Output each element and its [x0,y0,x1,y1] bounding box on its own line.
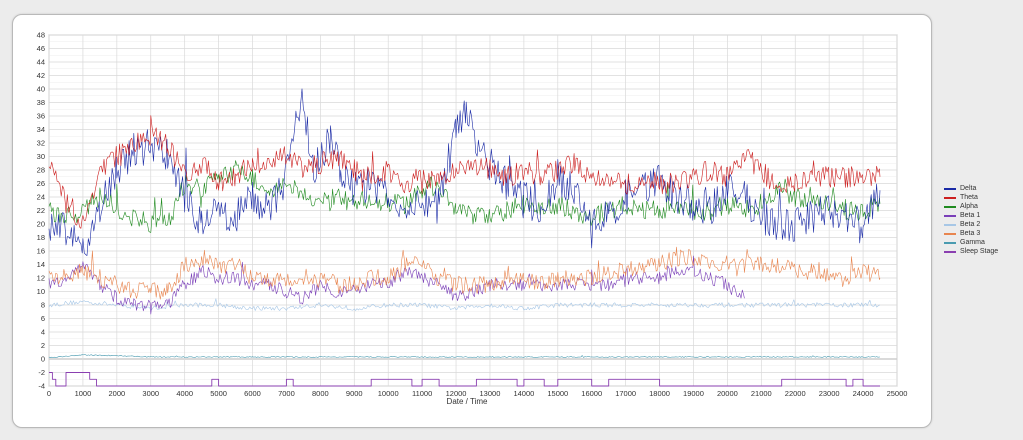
x-tick-label: 24000 [853,389,874,398]
legend-item-delta: Delta [944,184,998,193]
legend-label: Beta 1 [960,212,981,219]
y-tick-label: 14 [37,260,45,269]
x-tick-label: 16000 [581,389,602,398]
legend-item-beta-3: Beta 3 [944,229,998,238]
x-tick-label: 0 [47,389,51,398]
y-tick-label: 38 [37,98,45,107]
legend-item-sleep-stage: Sleep Stage [944,247,998,256]
y-tick-label: 32 [37,139,45,148]
chart-legend: Delta Theta Alpha Beta 1 Beta 2 Beta 3 Gamma Sl… [944,184,998,256]
x-tick-label: 12000 [446,389,467,398]
legend-item-alpha: Alpha [944,202,998,211]
x-tick-label: 25000 [887,389,908,398]
series-line-sleep-stage [49,372,880,387]
y-tick-label: 26 [37,179,45,188]
series-line-delta [48,88,881,256]
y-tick-label: -2 [38,368,45,377]
y-tick-label: 12 [37,274,45,283]
y-tick-label: 24 [37,193,45,202]
y-tick-label: 42 [37,71,45,80]
y-tick-label: 6 [41,314,45,323]
y-tick-label: 2 [41,341,45,350]
x-tick-label: 22000 [785,389,806,398]
legend-swatch [944,250,956,253]
x-tick-label: 10000 [378,389,399,398]
x-tick-label: 14000 [513,389,534,398]
x-tick-label: 13000 [480,389,501,398]
x-tick-label: 23000 [819,389,840,398]
x-tick-label: 18000 [649,389,670,398]
series-line-theta [48,115,881,229]
y-tick-label: -4 [38,382,45,391]
y-tick-label: 22 [37,206,45,215]
y-tick-label: 8 [41,301,45,310]
y-tick-label: 44 [37,58,45,67]
y-tick-label: 10 [37,287,45,296]
legend-label: Beta 2 [960,221,981,228]
y-tick-label: 34 [37,125,45,134]
x-tick-label: 11000 [412,389,432,398]
x-tick-label: 6000 [244,389,261,398]
x-tick-label: 9000 [346,389,363,398]
chart-plot: -4-2024681012141618202224262830323436384… [37,31,908,407]
x-tick-label: 20000 [717,389,738,398]
legend-label: Sleep Stage [960,248,999,255]
y-tick-label: 30 [37,152,45,161]
chart-frame: -4 -2 0 2 4 6 8 10 12 14 16 18 20 22 24 26 28 30 32 34 36 38 4… [12,14,932,428]
legend-swatch [944,214,956,217]
series-line-gamma [48,354,880,358]
x-tick-label: 5000 [210,389,227,398]
x-tick-label: 21000 [751,389,772,398]
y-tick-label: 28 [37,166,45,175]
x-axis-title: Date / Time [447,397,488,406]
legend-swatch [944,196,956,199]
y-tick-label: 20 [37,220,45,229]
y-tick-label: 48 [37,31,45,40]
legend-item-theta: Theta [944,193,998,202]
legend-label: Gamma [960,239,985,246]
x-tick-label: 17000 [615,389,636,398]
x-tick-label: 8000 [312,389,329,398]
x-tick-label: 2000 [108,389,125,398]
legend-swatch [944,187,956,190]
legend-swatch [944,223,956,226]
series-line-beta-1 [48,255,745,315]
legend-label: Delta [960,185,977,192]
y-tick-label: 4 [41,328,45,337]
legend-label: Alpha [960,203,978,210]
legend-item-gamma: Gamma [944,238,998,247]
legend-label: Beta 3 [960,230,981,237]
y-tick-label: 40 [37,85,45,94]
legend-label: Theta [960,194,978,201]
series-line-beta-3 [48,246,881,300]
x-tick-label: 19000 [683,389,704,398]
series-line-alpha [48,160,881,233]
x-tick-label: 7000 [278,389,295,398]
y-tick-label: 16 [37,247,45,256]
legend-item-beta-1: Beta 1 [944,211,998,220]
y-tick-label: 18 [37,233,45,242]
y-tick-label: 46 [37,44,45,53]
legend-swatch [944,241,956,244]
x-tick-label: 3000 [142,389,159,398]
y-tick-label: 0 [41,355,45,364]
y-tick-label: 36 [37,112,45,121]
x-tick-label: 1000 [75,389,92,398]
legend-item-beta-2: Beta 2 [944,220,998,229]
x-tick-label: 15000 [547,389,568,398]
legend-swatch [944,205,956,208]
legend-swatch [944,232,956,235]
x-tick-label: 4000 [176,389,193,398]
series-line-beta-2 [48,298,881,311]
